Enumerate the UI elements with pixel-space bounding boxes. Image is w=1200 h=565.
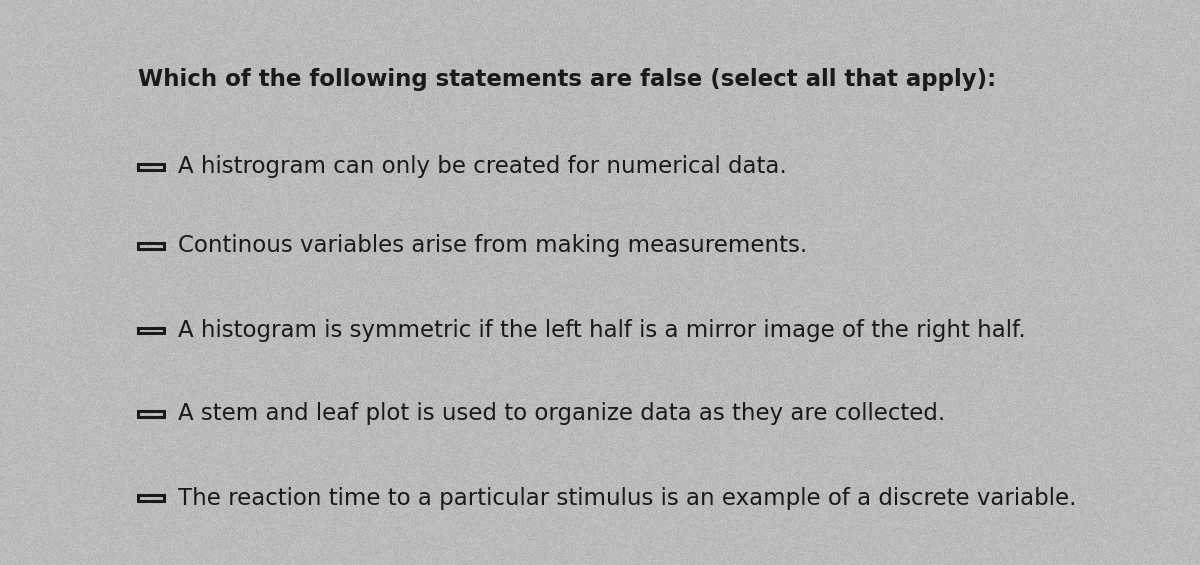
Text: A histrogram can only be created for numerical data.: A histrogram can only be created for num… [178,155,786,178]
Text: A histogram is symmetric if the left half is a mirror image of the right half.: A histogram is symmetric if the left hal… [178,319,1025,342]
Text: A stem and leaf plot is used to organize data as they are collected.: A stem and leaf plot is used to organize… [178,402,944,425]
Text: Continous variables arise from making measurements.: Continous variables arise from making me… [178,234,806,257]
Text: Which of the following statements are false (select all that apply):: Which of the following statements are fa… [138,68,996,91]
Text: The reaction time to a particular stimulus is an example of a discrete variable.: The reaction time to a particular stimul… [178,487,1076,510]
